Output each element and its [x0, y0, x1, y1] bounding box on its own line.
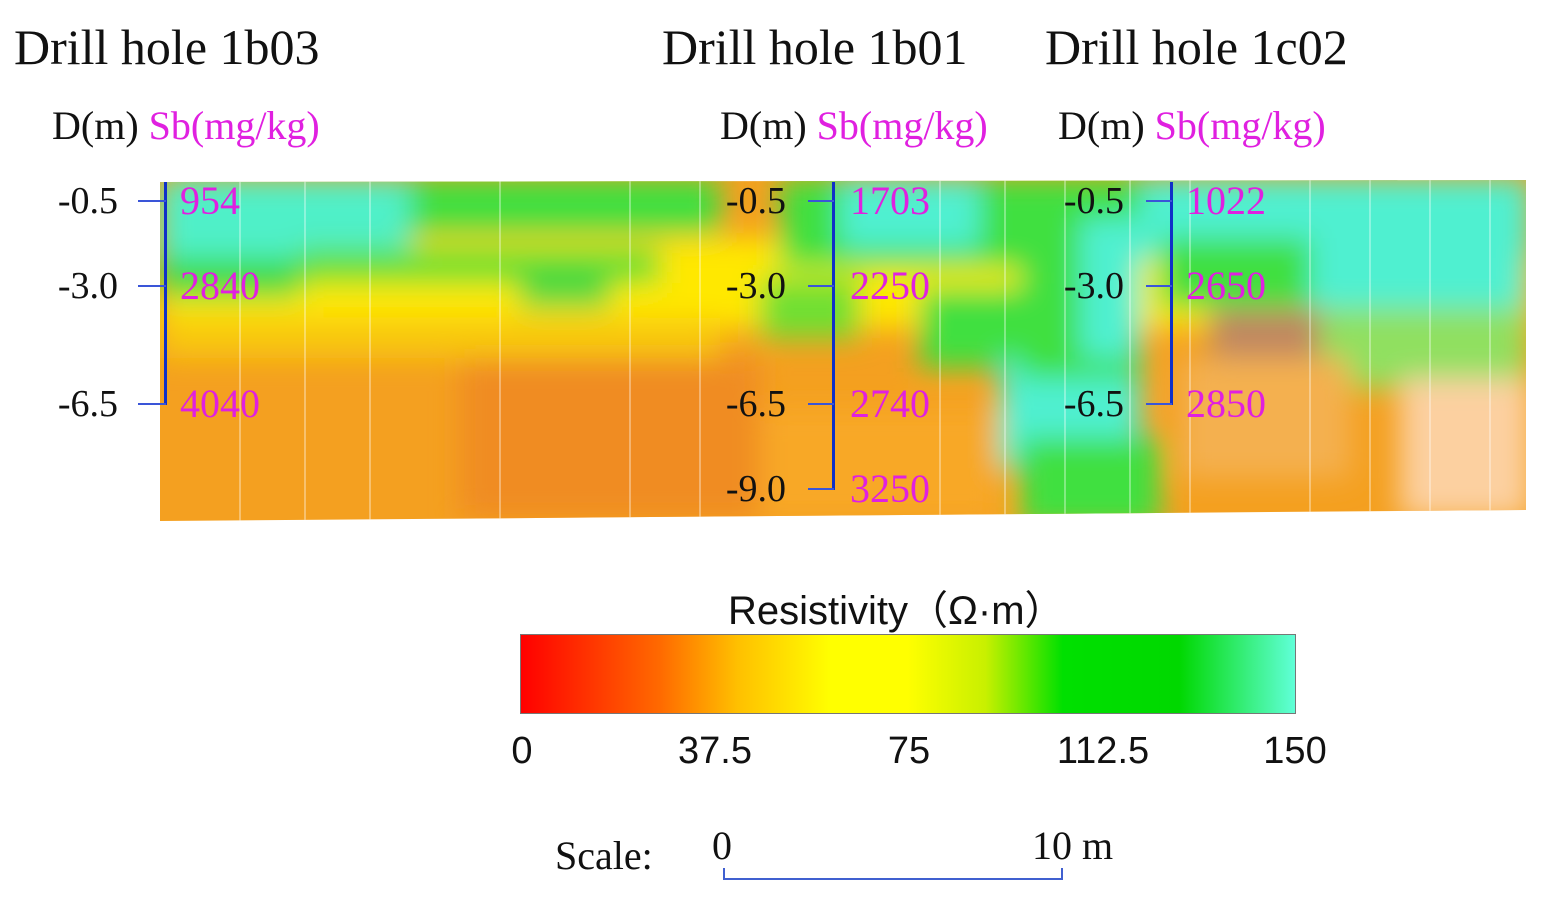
hole-1b03-line [164, 182, 167, 405]
depth-header: D(m) [720, 103, 807, 148]
colorbar-tick: 0 [511, 730, 533, 772]
scale-end: 10 m [1032, 823, 1114, 868]
hole-1b01-title: Drill hole 1b01 [662, 19, 968, 75]
depth-label: -6.5 [725, 383, 786, 425]
scale-bar [723, 868, 1063, 880]
sb-value: 2650 [1186, 263, 1266, 308]
sb-value: 2740 [850, 381, 930, 426]
sb-value: 2850 [1186, 381, 1266, 426]
depth-tick [1146, 285, 1172, 287]
depth-tick [808, 488, 834, 490]
sb-value: 1022 [1186, 178, 1266, 223]
depth-tick [808, 403, 834, 405]
hole-1b03-header: D(m) Sb(mg/kg) [52, 106, 320, 146]
depth-tick [1146, 200, 1172, 202]
colorbar-tick: 150 [1263, 730, 1327, 772]
depth-label: -9.0 [725, 468, 786, 510]
depth-label: -6.5 [1063, 383, 1124, 425]
depth-label: -0.5 [725, 180, 786, 222]
depth-tick [138, 403, 166, 405]
depth-label: -3.0 [725, 265, 786, 307]
scale-start: 0 [712, 823, 732, 868]
depth-label: -3.0 [57, 265, 118, 307]
depth-tick [138, 200, 166, 202]
sb-value: 2840 [180, 263, 260, 308]
legend-title: Resistivity（Ω·m） [728, 589, 1065, 633]
sb-header: Sb(mg/kg) [1154, 103, 1326, 148]
depth-label: -3.0 [1063, 265, 1124, 307]
depth-tick [1146, 403, 1172, 405]
depth-label: -0.5 [1063, 180, 1124, 222]
colorbar-tick: 37.5 [678, 730, 752, 772]
hole-1b01-line [832, 182, 835, 490]
depth-tick [808, 200, 834, 202]
hole-1b03-title: Drill hole 1b03 [14, 19, 320, 75]
resistivity-colorbar [520, 634, 1296, 714]
sb-header: Sb(mg/kg) [148, 103, 320, 148]
resistivity-section [160, 180, 1526, 521]
hole-1b01-header: D(m) Sb(mg/kg) [720, 106, 988, 146]
sb-header: Sb(mg/kg) [816, 103, 988, 148]
sb-value: 954 [180, 178, 240, 223]
sb-value: 3250 [850, 466, 930, 511]
depth-label: -0.5 [57, 180, 118, 222]
depth-header: D(m) [1058, 103, 1145, 148]
colorbar-tick: 112.5 [1056, 730, 1150, 772]
sb-value: 1703 [850, 178, 930, 223]
scale-label: Scale: [555, 833, 653, 878]
hole-1c02-line [1170, 182, 1173, 405]
sb-value: 4040 [180, 381, 260, 426]
depth-tick [808, 285, 834, 287]
depth-header: D(m) [52, 103, 139, 148]
sb-value: 2250 [850, 263, 930, 308]
hole-1c02-title: Drill hole 1c02 [1045, 19, 1348, 75]
depth-tick [138, 285, 166, 287]
depth-label: -6.5 [57, 383, 118, 425]
hole-1c02-header: D(m) Sb(mg/kg) [1058, 106, 1326, 146]
colorbar-tick: 75 [887, 730, 931, 772]
